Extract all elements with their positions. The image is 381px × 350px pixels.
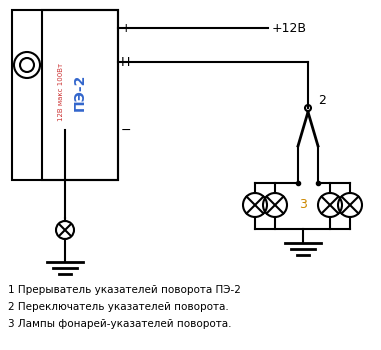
Text: 2: 2 <box>318 93 326 106</box>
Text: +: + <box>121 21 131 35</box>
Text: 3: 3 <box>299 198 307 211</box>
Text: ПЭ-2: ПЭ-2 <box>73 73 87 111</box>
Text: 1 Прерыватель указателей поворота ПЭ-2: 1 Прерыватель указателей поворота ПЭ-2 <box>8 285 241 295</box>
Text: 3 Лампы фонарей-указателей поворота.: 3 Лампы фонарей-указателей поворота. <box>8 319 232 329</box>
Text: 2 Переключатель указателей поворота.: 2 Переключатель указателей поворота. <box>8 302 229 312</box>
Text: +12В: +12В <box>272 21 307 35</box>
Text: Н: Н <box>121 56 130 69</box>
Text: −: − <box>121 124 131 136</box>
Text: 12В макс 100Вт: 12В макс 100Вт <box>58 63 64 121</box>
